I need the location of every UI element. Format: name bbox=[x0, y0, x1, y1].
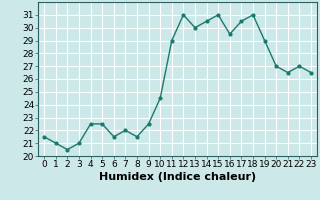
X-axis label: Humidex (Indice chaleur): Humidex (Indice chaleur) bbox=[99, 172, 256, 182]
